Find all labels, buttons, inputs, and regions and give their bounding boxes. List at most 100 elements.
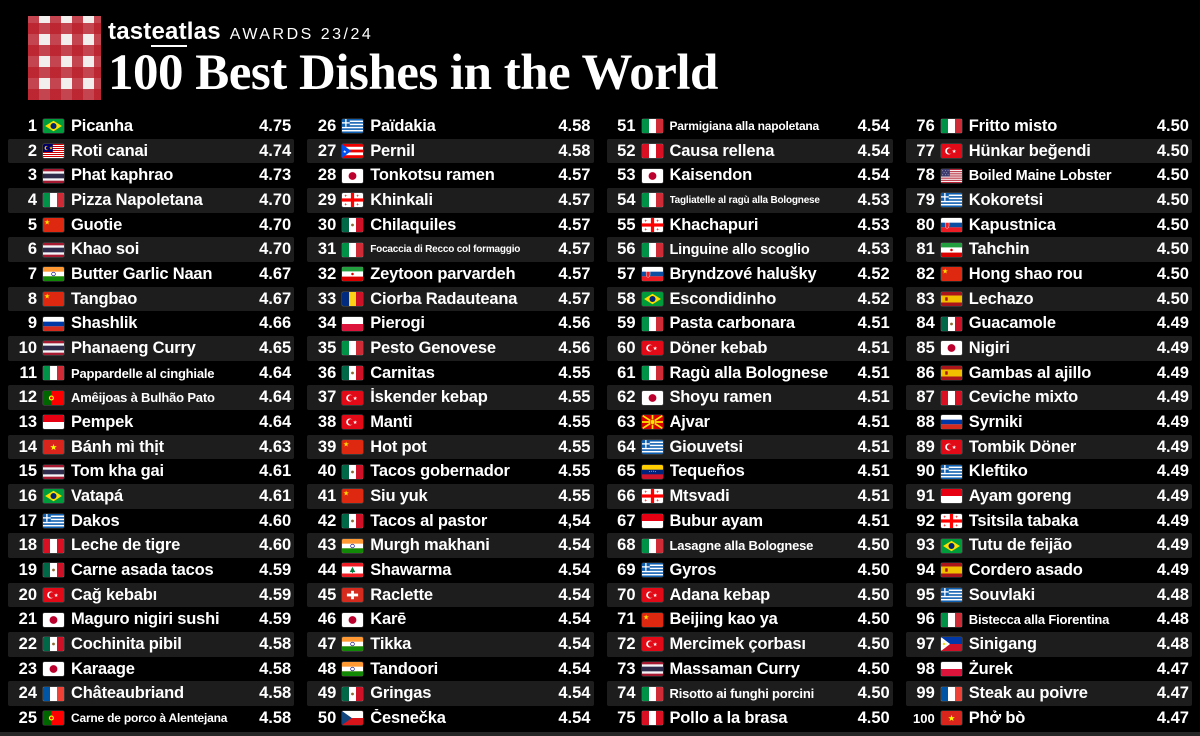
flag-italy-icon: [43, 366, 64, 381]
dish-name: Česnečka: [370, 708, 446, 727]
rank-label: 40: [317, 462, 337, 481]
dish-name: Risotto ai funghi porcini: [669, 686, 815, 702]
dish-name: Maguro nigiri sushi: [71, 610, 220, 629]
dish-row: 71 ★ Beijing kao ya 4.50: [607, 607, 893, 632]
dish-score: 4.59: [259, 585, 292, 604]
svg-text:+: +: [644, 498, 647, 503]
flag-greece-icon: [342, 119, 364, 134]
dish-name: Lasagne alla Bolognese: [669, 538, 814, 554]
dish-row: 3 Phat kaphrao 4.73: [8, 163, 294, 188]
flag-russia-icon: [940, 415, 962, 430]
flag-greece-icon: [940, 588, 962, 603]
rank-label: 35: [317, 338, 337, 357]
dish-score: 4.67: [259, 289, 292, 308]
dish-score: 4.54: [558, 536, 591, 555]
dish-row: 100 ★ Phở bò 4.47: [906, 706, 1192, 731]
dish-row: 75 Pollo a la brasa 4.50: [607, 706, 893, 731]
svg-text:+: +: [656, 219, 659, 224]
rank-label: 29: [317, 190, 337, 209]
dish-row: 98 Żurek 4.47: [906, 657, 1192, 682]
rank-label: 77: [916, 141, 935, 160]
dish-score: 4.50: [1156, 215, 1189, 234]
dish-name: Żurek: [968, 659, 1013, 678]
dish-name: Hong shao rou: [968, 264, 1083, 283]
flag-italy-icon: [641, 366, 663, 381]
dish-row: 88 Syrniki 4.49: [906, 410, 1192, 435]
dish-score: 4.61: [259, 486, 292, 505]
dish-row: 5 ★ Guotie 4.70: [8, 213, 294, 238]
dish-name: Tonkotsu ramen: [370, 166, 495, 185]
flag-brazil-icon: [43, 489, 64, 504]
flag-mexico-icon: [342, 218, 364, 233]
dish-score: 4.54: [558, 708, 591, 727]
dish-name: Tequeños: [669, 462, 745, 481]
rank-label: 71: [617, 610, 636, 629]
dish-score: 4.50: [857, 536, 890, 555]
dish-score: 4.64: [259, 388, 292, 407]
bottom-edge-bar: [0, 732, 1200, 736]
rank-label: 47: [317, 634, 337, 653]
flag-spain-icon: [940, 563, 962, 578]
dish-row: 52 Causa rellena 4.54: [606, 138, 893, 164]
flag-thailand-icon: [641, 662, 663, 677]
dish-name: Manti: [370, 412, 413, 431]
dish-score: 4.51: [857, 486, 890, 505]
dish-row: 67 Bubur ayam 4.51: [607, 509, 893, 534]
rank-label: 48: [317, 659, 337, 678]
dish-row: 58 Escondidinho 4.52: [606, 286, 893, 312]
flag-philippines-icon: [940, 637, 962, 652]
dish-name: Shashlik: [71, 314, 138, 333]
flag-italy-icon: [940, 119, 962, 134]
flag-puerto-rico-icon: ★: [342, 144, 364, 158]
dish-row: 79 Kokoretsi 4.50: [905, 188, 1192, 213]
flag-thailand-icon: [43, 464, 64, 479]
dish-name: Carne de porco à Alentejana: [71, 711, 228, 726]
dish-name: Syrniki: [968, 412, 1023, 431]
svg-text:★: ★: [54, 593, 59, 599]
svg-text:★: ★: [44, 219, 50, 227]
rank-label: 64: [617, 437, 636, 456]
dish-row: 6 Khao soi 4.70: [8, 237, 295, 263]
rank-label: 92: [916, 511, 935, 530]
rank-label: 16: [18, 486, 37, 505]
rank-label: 11: [19, 363, 37, 382]
rank-label: 46: [317, 610, 337, 629]
rank-label: 75: [617, 708, 636, 727]
dish-score: 4.50: [857, 684, 890, 703]
dish-row: 40 Tacos gobernador 4.55: [307, 459, 593, 484]
dish-row: 25 Carne de porco à Alentejana 4.58: [8, 706, 294, 731]
flag-italy-icon: [641, 316, 663, 331]
flag-greece-icon: [641, 440, 663, 455]
dish-name: Ragù alla Bolognese: [669, 363, 829, 382]
dish-score: 4.75: [259, 116, 292, 135]
dish-score: 4.53: [857, 215, 890, 234]
flag-japan-icon: [940, 341, 962, 356]
rank-label: 45: [317, 585, 337, 604]
dish-name: Cağ kebabı: [71, 585, 158, 604]
flag-portugal-icon: [43, 390, 64, 405]
dish-row: 54 Tagliatelle al ragù alla Bolognese 4.53: [606, 188, 893, 213]
dish-name: Ceviche mixto: [968, 388, 1079, 407]
dish-score: 4.60: [259, 536, 292, 555]
ranking-column-2: 26 Païdakia 4.58 27 ★ Pernil 4.58 28 Tonkotsu ra…: [307, 114, 594, 731]
rank-label: 70: [617, 585, 636, 604]
rank-label: 38: [317, 412, 337, 431]
flag-turkey-icon: ★: [641, 637, 663, 652]
dish-score: 4.49: [1156, 314, 1189, 333]
dish-score: 4.59: [259, 560, 292, 579]
dish-score: 4.54: [558, 585, 591, 604]
rank-label: 60: [617, 338, 636, 357]
rank-label: 14: [18, 437, 37, 456]
dish-score: 4.47: [1156, 708, 1189, 727]
svg-text:★: ★: [343, 149, 347, 154]
rank-label: 65: [617, 462, 636, 481]
flag-italy-icon: [43, 193, 64, 208]
dish-score: 4.55: [558, 486, 591, 505]
flag-lebanon-icon: [342, 563, 364, 578]
flag-vietnam-icon: ★: [43, 440, 64, 455]
flag-iran-icon: [940, 242, 962, 257]
flag-venezuela-icon: [641, 464, 663, 479]
rank-label: 88: [916, 412, 935, 431]
flag-china-icon: ★: [940, 267, 962, 282]
rank-label: 12: [18, 388, 37, 407]
